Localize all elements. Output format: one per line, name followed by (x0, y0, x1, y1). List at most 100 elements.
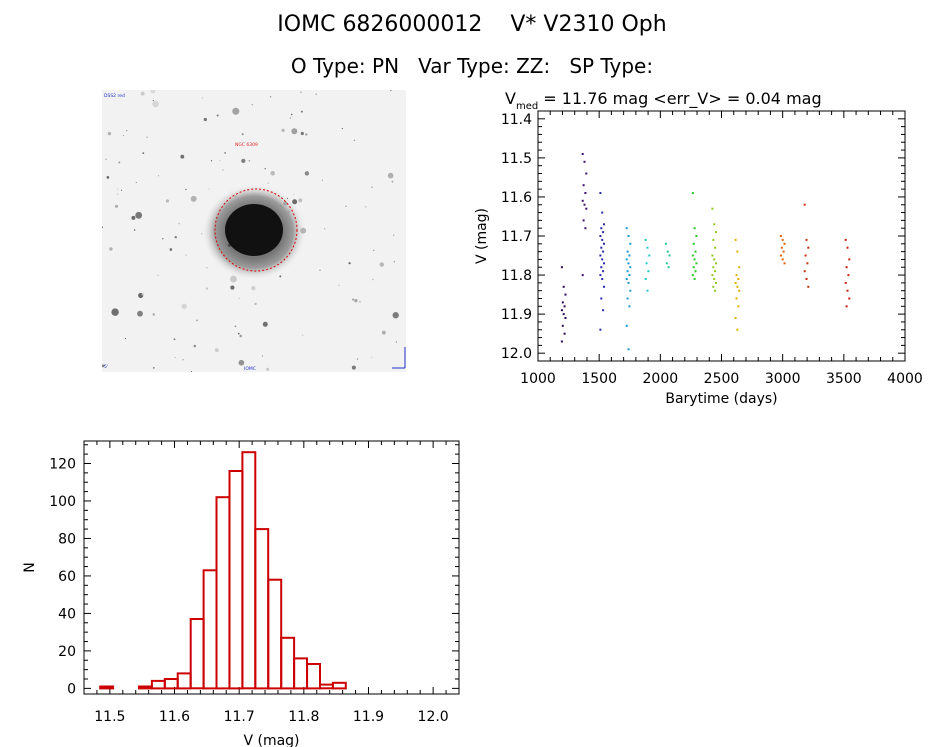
star (239, 334, 242, 338)
star (118, 161, 121, 164)
star (267, 182, 269, 184)
star (319, 269, 321, 271)
lightcurve-point (845, 266, 848, 269)
lightcurve-point (803, 270, 806, 273)
lightcurve-point (628, 274, 631, 277)
histogram-bar (228, 470, 244, 690)
lightcurve-point (693, 258, 696, 261)
star (196, 319, 198, 322)
lightcurve-point (647, 270, 650, 273)
star (105, 158, 107, 160)
title-subscript: med (516, 101, 538, 112)
sky-image: DSS2 red NGC 6309 IOMC 5' (102, 90, 406, 372)
lightcurve-point (600, 266, 603, 269)
star (291, 128, 298, 135)
lightcurve-point (582, 184, 585, 187)
lightcurve-point (693, 227, 696, 230)
star (279, 275, 282, 278)
lightcurve-point (600, 227, 603, 230)
lightcurve-point (848, 258, 851, 261)
star (254, 302, 257, 306)
star (304, 171, 310, 176)
star (142, 152, 145, 154)
lightcurve-point (603, 285, 605, 288)
y-tick-label: 100 (49, 494, 76, 510)
y-tick-label: 11.6 (501, 190, 532, 206)
star (261, 355, 264, 357)
lightcurve-point (848, 297, 851, 300)
lightcurve-point (805, 278, 808, 280)
star (373, 249, 375, 251)
star (370, 356, 373, 359)
lightcurve-point (602, 309, 605, 312)
lightcurve-point (564, 293, 567, 296)
star (224, 152, 226, 154)
star (269, 96, 272, 98)
lightcurve-point (599, 235, 602, 237)
star (210, 160, 213, 162)
lightcurve-point (581, 274, 584, 277)
histogram-bar (176, 672, 192, 690)
star (111, 308, 119, 316)
star (353, 139, 356, 142)
star (238, 359, 245, 366)
star (264, 167, 266, 170)
lightcurve-point (846, 289, 849, 292)
y-tick-label: 11.7 (501, 229, 532, 245)
lightcurve-point (695, 235, 698, 237)
y-tick-label: 11.4 (501, 112, 532, 128)
histogram-bar (150, 679, 166, 690)
lightcurve-point (601, 238, 604, 241)
star (358, 300, 362, 303)
lightcurve-point (601, 211, 604, 214)
aperture-circle (214, 188, 298, 272)
lightcurve-point (738, 289, 741, 292)
star (321, 179, 323, 181)
histogram-frame (83, 440, 460, 695)
lightcurve-point (694, 250, 697, 253)
star (290, 113, 293, 116)
lightcurve-point (846, 246, 849, 249)
lightcurve-point (734, 238, 737, 241)
lightcurve-point (736, 250, 739, 253)
star (270, 171, 275, 176)
x-tick-label: 12.0 (418, 709, 449, 725)
star (302, 334, 304, 336)
histogram-bar (280, 636, 296, 690)
y-axis-label: V (mag) (474, 208, 490, 264)
lightcurve-title: Vmed = 11.76 mag <err_V> = 0.04 mag (505, 89, 822, 112)
lightcurve-group (734, 238, 741, 331)
lightcurve-point (600, 246, 603, 249)
star (185, 188, 187, 191)
image-label-scale: 5' (104, 364, 108, 370)
image-label-bottom: IOMC (244, 366, 256, 372)
lightcurve-point (714, 289, 717, 292)
star (392, 312, 399, 319)
lightcurve-point (807, 246, 810, 249)
object-type-line: O Type: PN Var Type: ZZ: SP Type: (290, 54, 654, 78)
lightcurve-point (711, 254, 714, 257)
star (234, 325, 237, 328)
lightcurve-point (844, 281, 847, 284)
lightcurve-point (780, 246, 783, 249)
star (214, 348, 219, 353)
star (371, 186, 373, 188)
lightcurve-point (627, 262, 630, 265)
lightcurve-point (625, 258, 628, 261)
lightcurve-group (664, 242, 671, 269)
star (230, 275, 237, 283)
star (293, 193, 295, 196)
lightcurve-point (625, 227, 628, 230)
x-tick-label: 11.5 (94, 709, 125, 725)
lightcurve-point (715, 262, 717, 265)
star (345, 205, 347, 207)
lightcurve-point (668, 254, 671, 257)
lightcurve-point (625, 278, 628, 280)
star (338, 284, 340, 287)
histogram-bar (189, 618, 205, 690)
star (222, 169, 224, 171)
star (201, 97, 204, 99)
lightcurve-point (713, 278, 716, 280)
lightcurve-point (734, 281, 737, 284)
